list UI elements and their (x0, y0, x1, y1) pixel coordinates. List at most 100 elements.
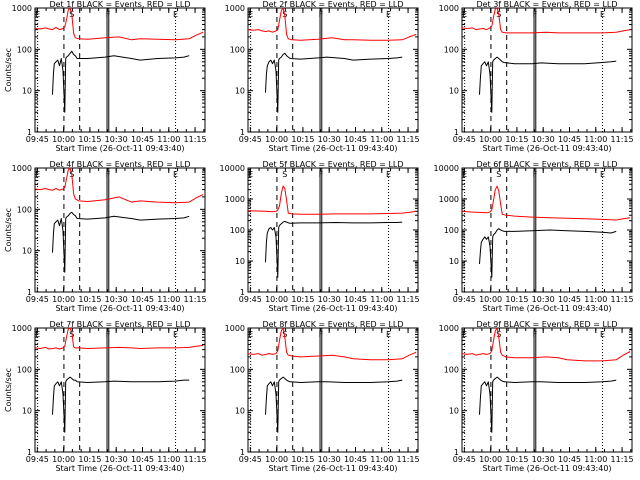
x-axis-label: Start Time (26-Oct-11 09:43:40) (482, 144, 611, 153)
series-lld-line (247, 7, 417, 41)
marker-label: F (106, 170, 111, 179)
x-tick-label: 10:15 (505, 135, 528, 144)
marker-label: E (35, 170, 40, 179)
y-tick-label: 1000 (225, 195, 245, 204)
y-tick-label: 100 (17, 365, 32, 374)
detector-panel-4: Det 4f BLACK = Events, RED = LLD 1 10 100 10… (4, 160, 207, 313)
series-events-line (265, 376, 403, 433)
y-tick-label: 100 (444, 45, 459, 54)
x-tick-label: 11:15 (397, 295, 420, 304)
plot-frame (247, 167, 419, 293)
series-events-line (52, 211, 190, 273)
x-tick-label: 10:45 (558, 135, 581, 144)
x-tick-label: 10:15 (78, 135, 101, 144)
x-tick-label: 10:00 (479, 295, 502, 304)
x-tick-label: 09:45 (453, 455, 476, 464)
y-axis-label: Counts/sec (4, 368, 13, 412)
x-tick-label: 11:00 (584, 295, 607, 304)
detector-panel-2: Det 2f BLACK = Events, RED = LLD 1 10 100 10… (225, 0, 420, 153)
x-tick-label: 10:00 (265, 455, 288, 464)
detector-panel-5: Det 5f BLACK = Events, RED = LLD 1 10 100 10… (220, 160, 420, 313)
marker-label: E (248, 10, 253, 19)
x-tick-label: 10:00 (479, 135, 502, 144)
detector-panel-3: Det 3f BLACK = Events, RED = LLD 1 10 100 10… (439, 0, 634, 153)
panel-title: Det 3f BLACK = Events, RED = LLD (476, 0, 617, 9)
series-lld-line (34, 327, 204, 350)
x-tick-label: 10:15 (78, 455, 101, 464)
series-lld-line (34, 167, 204, 204)
x-axis-label: Start Time (26-Oct-11 09:43:40) (482, 464, 611, 473)
series-events-line (265, 52, 403, 113)
x-tick-label: 10:45 (131, 455, 154, 464)
x-tick-label: 11:15 (184, 295, 207, 304)
y-tick-label: 10 (449, 257, 459, 266)
y-tick-label: 10000 (220, 164, 245, 173)
panel-title: Det 5f BLACK = Events, RED = LLD (262, 160, 403, 169)
x-tick-label: 11:00 (584, 455, 607, 464)
plot-frame (461, 7, 633, 133)
panel-title: Det 4f BLACK = Events, RED = LLD (49, 160, 190, 169)
marker-label: S (496, 170, 501, 179)
y-tick-label: 1 (240, 128, 245, 137)
x-tick-label: 10:00 (479, 455, 502, 464)
plot-frame (247, 327, 419, 453)
y-tick-label: 10 (235, 407, 245, 416)
marker-label: E (248, 170, 253, 179)
y-tick-label: 1000 (12, 4, 32, 13)
marker-label: E (386, 170, 391, 179)
x-tick-label: 10:30 (532, 135, 555, 144)
y-tick-label: 1000 (12, 324, 32, 333)
x-tick-label: 11:00 (157, 135, 180, 144)
x-tick-label: 11:00 (370, 135, 393, 144)
series-lld-line (34, 7, 204, 41)
y-axis-label: Counts/sec (4, 48, 13, 92)
x-tick-label: 09:45 (26, 455, 49, 464)
x-tick-label: 10:15 (291, 135, 314, 144)
marker-label: F (319, 10, 324, 19)
x-tick-label: 11:00 (157, 295, 180, 304)
marker-label: E (462, 330, 467, 339)
panel-title: Det 9f BLACK = Events, RED = LLD (476, 320, 617, 329)
x-tick-label: 10:45 (344, 295, 367, 304)
x-tick-label: 11:15 (611, 135, 634, 144)
y-tick-label: 1000 (439, 324, 459, 333)
y-tick-label: 1 (454, 288, 459, 297)
y-tick-label: 1000 (439, 4, 459, 13)
x-tick-label: 10:00 (52, 455, 75, 464)
x-tick-label: 10:30 (318, 295, 341, 304)
marker-label: E (600, 170, 605, 179)
marker-label: E (386, 330, 391, 339)
x-tick-label: 10:15 (78, 295, 101, 304)
y-tick-label: 100 (17, 45, 32, 54)
x-tick-label: 10:30 (318, 455, 341, 464)
detector-panel-7: Det 7f BLACK = Events, RED = LLD 1 10 100 10… (4, 320, 207, 473)
x-tick-label: 11:15 (611, 455, 634, 464)
marker-label: E (462, 10, 467, 19)
panel-title: Det 6f BLACK = Events, RED = LLD (476, 160, 617, 169)
y-tick-label: 1 (27, 288, 32, 297)
x-tick-label: 09:45 (26, 295, 49, 304)
marker-label: E (600, 10, 605, 19)
y-tick-label: 1 (454, 128, 459, 137)
marker-label: F (106, 330, 111, 339)
x-tick-label: 10:15 (291, 295, 314, 304)
x-tick-label: 10:00 (265, 135, 288, 144)
y-tick-label: 100 (230, 226, 245, 235)
series-lld-line (461, 7, 631, 34)
series-lld-line (247, 327, 417, 361)
plot-frame (34, 327, 206, 453)
x-tick-label: 10:15 (291, 455, 314, 464)
series-lld-line (461, 185, 631, 221)
y-tick-label: 1000 (225, 324, 245, 333)
marker-label: E (173, 330, 178, 339)
series-events-line (52, 376, 190, 433)
y-tick-label: 1 (27, 128, 32, 137)
y-tick-label: 10 (22, 87, 32, 96)
marker-label: F (319, 170, 324, 179)
y-tick-label: 10 (22, 407, 32, 416)
plot-frame (247, 7, 419, 133)
marker-label: E (35, 10, 40, 19)
x-tick-label: 10:00 (52, 135, 75, 144)
x-axis-label: Start Time (26-Oct-11 09:43:40) (55, 464, 184, 473)
detector-panel-1: Det 1f BLACK = Events, RED = LLD 1 10 100 10… (4, 0, 207, 153)
